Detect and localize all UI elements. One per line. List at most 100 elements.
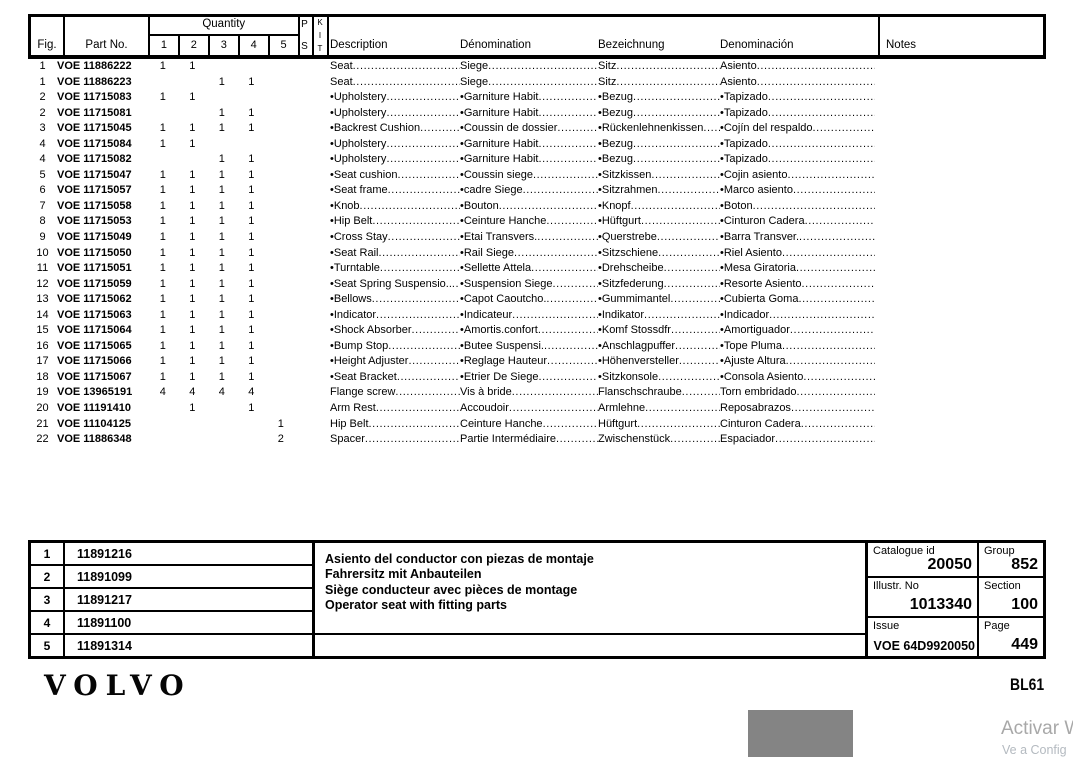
parts-table-body: 1 VOE 11886222 1 1 Seat Siege Sitz Asien… (28, 59, 1040, 448)
dot-leader (408, 354, 460, 370)
ps-cell-empty (296, 199, 312, 215)
page-cell: Page 449 (979, 618, 1043, 656)
denominacion-cell: •Tapizado (720, 137, 875, 153)
description-fr: •Garniture Habit (460, 106, 539, 119)
fig-number: 12 (36, 277, 49, 290)
description-de: Sitz (598, 60, 617, 72)
bezeichnung-cell: •Sitzschiene (598, 246, 720, 262)
fig-number: 13 (36, 293, 49, 306)
kit-cell-empty (312, 90, 327, 106)
denomination-cell: •Indicateur (460, 308, 598, 324)
title-es: Asiento del conductor con piezas de mont… (325, 552, 594, 566)
variant-number: 2 (31, 566, 65, 587)
qty-value-4 (237, 417, 267, 433)
qty-value-2: 1 (189, 246, 196, 259)
description-es: •Tope Pluma (720, 339, 782, 352)
dot-leader (538, 323, 598, 339)
gray-overlay-box (748, 710, 853, 757)
dot-leader (782, 339, 875, 355)
description-en: •Upholstery (330, 137, 387, 150)
description-fr: •Sellette Attela (460, 262, 532, 275)
dot-leader (753, 199, 875, 215)
qty-col-1: 1 (150, 36, 180, 55)
description-de: •Bezug (598, 153, 634, 166)
description-es: Asiento (720, 60, 757, 72)
parts-table-row: 12 VOE 11715059 1 1 1 1 •Seat Spring Sus… (28, 277, 1040, 293)
qty-value-1: 1 (159, 137, 166, 150)
ps-cell-empty (296, 370, 312, 386)
qty-value-3: 1 (218, 324, 225, 337)
issue-label: Issue (873, 620, 900, 632)
qty-value-1 (148, 432, 178, 448)
dot-leader (768, 152, 875, 168)
qty-value-2: 1 (189, 308, 196, 321)
bezeichnung-cell: •Komf Stossdfr (598, 323, 720, 339)
part-number: VOE 11886348 (57, 433, 132, 446)
denomination-cell: Siege (460, 59, 598, 75)
qty-col-5: 5 (280, 39, 287, 51)
ps-cell-empty (296, 214, 312, 230)
title-en: Operator seat with fitting parts (325, 598, 507, 613)
denomination-cell: Partie Intermédiaire (460, 432, 598, 448)
description-fr: •Butee Suspensi. (460, 339, 544, 352)
kit-cell-empty (312, 417, 327, 433)
kit-cell-empty (312, 339, 327, 355)
ps-cell-empty (296, 277, 312, 293)
description-en: •Bellows (330, 293, 372, 306)
part-number: VOE 11715057 (57, 184, 132, 197)
dot-leader (353, 59, 460, 75)
description-es: •Cojín del respaldo (720, 122, 813, 135)
description-cell: •Seat cushion (330, 168, 460, 184)
bezeichnung-cell: •Anschlagpuffer (598, 339, 720, 355)
qty-value-1: 4 (159, 386, 166, 399)
denominacion-cell: •Cojín del respaldo (720, 121, 875, 137)
fig-number: 1 (39, 75, 46, 88)
dot-leader (768, 90, 875, 106)
fig-number: 1 (39, 60, 46, 72)
volvo-logo: VOLVO (44, 669, 192, 702)
bezeichnung-cell: •Querstrebe (598, 230, 720, 246)
qty-value-1: 1 (159, 60, 166, 72)
qty-value-2 (178, 417, 208, 433)
qty-value-4: 1 (248, 122, 255, 135)
parts-table-row: 18 VOE 11715067 1 1 1 1 •Seat Bracket •E… (28, 370, 1040, 386)
qty-value-5 (266, 277, 296, 293)
dot-leader (670, 292, 720, 308)
dot-leader (798, 292, 875, 308)
dot-leader (633, 90, 720, 106)
windows-activation-watermark-line1: Activar W (1001, 718, 1073, 739)
description-fr: Siege (460, 75, 489, 88)
qty-value-3: 1 (218, 153, 225, 166)
fig-number: 2 (39, 106, 46, 119)
dot-leader (633, 152, 720, 168)
dot-leader (791, 401, 875, 417)
qty-value-2: 1 (189, 199, 196, 212)
qty-value-2: 1 (189, 355, 196, 368)
denominacion-cell: •Boton (720, 199, 875, 215)
qty-value-3: 1 (218, 370, 225, 383)
dot-leader (376, 401, 460, 417)
qty-value-4: 1 (248, 339, 255, 352)
dot-leader (488, 59, 598, 75)
qty-value-5 (266, 354, 296, 370)
kit-cell-empty (312, 137, 327, 153)
description-cell: •Backrest Cushion (330, 121, 460, 137)
qty-value-2: 1 (189, 184, 196, 197)
fig-number: 18 (36, 370, 49, 383)
description-cell: Seat (330, 59, 460, 75)
ps-cell-empty (296, 75, 312, 91)
description-de: •Sitzkonsole (598, 370, 659, 383)
dot-leader (799, 230, 875, 246)
description-en: •Seat cushion (330, 168, 398, 181)
page-value: 449 (1011, 636, 1038, 653)
description-cell: •Upholstery (330, 152, 460, 168)
description-en: •Upholstery (330, 153, 387, 166)
dot-leader (397, 168, 460, 184)
parts-table-row: 11 VOE 11715051 1 1 1 1 •Turntable •Sell… (28, 261, 1040, 277)
ps-cell-empty (296, 152, 312, 168)
part-number: VOE 11886223 (57, 75, 132, 88)
qty-value-5 (266, 261, 296, 277)
dot-leader (395, 385, 460, 401)
qty-value-3: 1 (218, 246, 225, 259)
header-fig-cell: Fig. (31, 17, 65, 55)
